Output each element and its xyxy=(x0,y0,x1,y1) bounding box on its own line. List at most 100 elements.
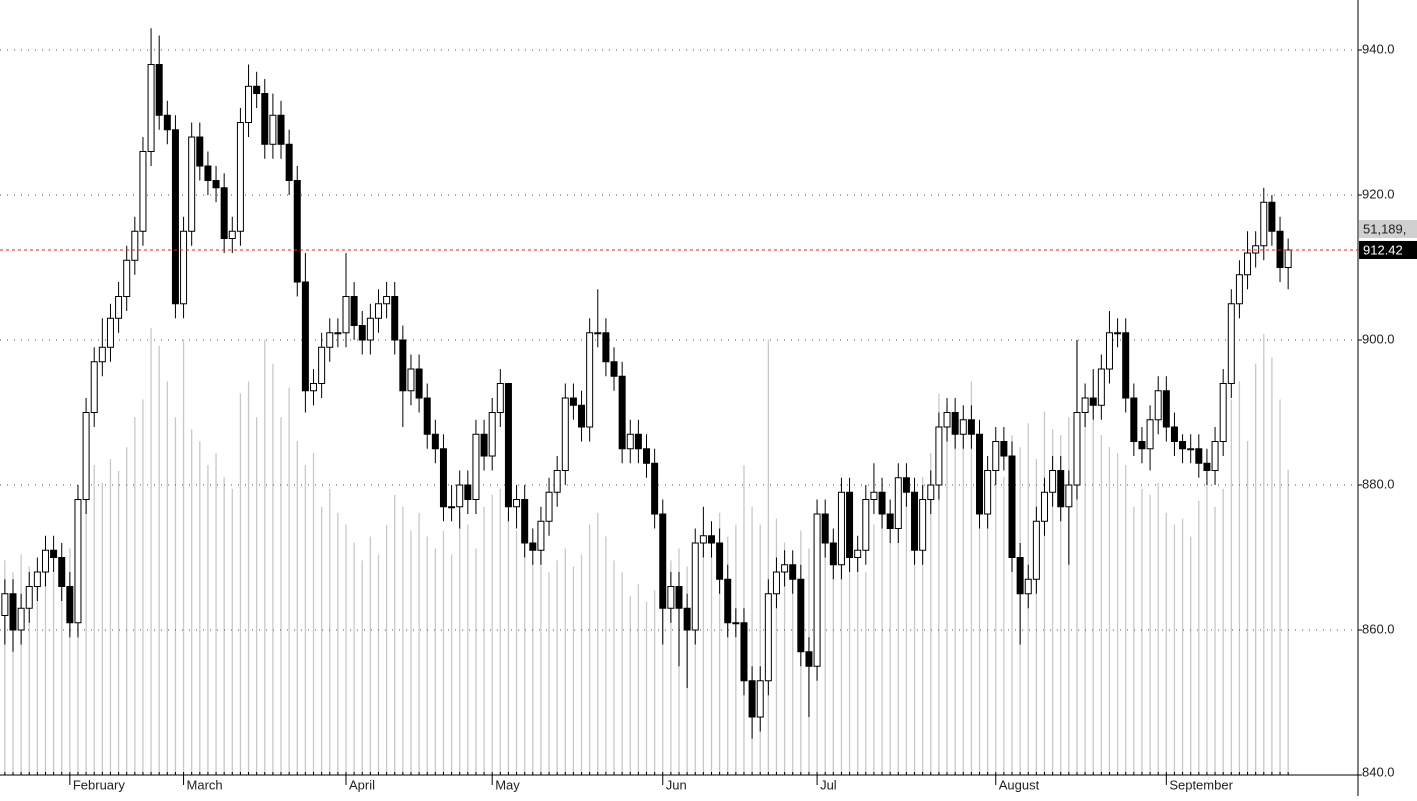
candle-body xyxy=(756,680,764,718)
candle-body xyxy=(1187,448,1195,451)
candle-body xyxy=(740,622,748,682)
candle-body xyxy=(301,281,309,392)
y-tick-label: 840.0 xyxy=(1362,764,1395,779)
candle-body xyxy=(992,441,1000,472)
candle-body xyxy=(772,571,780,595)
candle-body xyxy=(106,317,114,348)
candle-body xyxy=(529,542,537,551)
candle-body xyxy=(1024,578,1032,595)
x-tick-label: February xyxy=(73,777,126,792)
candle-body xyxy=(1065,484,1073,508)
candle-body xyxy=(415,368,423,399)
candle-body xyxy=(1179,441,1187,450)
candle-body xyxy=(472,433,480,501)
candle-body xyxy=(862,499,870,551)
candle-body xyxy=(789,564,797,580)
candle-body xyxy=(643,448,651,464)
candle-body xyxy=(261,93,269,145)
candle-body xyxy=(1146,419,1154,450)
last-volume-box xyxy=(1359,219,1417,238)
candle-body xyxy=(634,433,642,450)
y-tick-label: 940.0 xyxy=(1362,41,1395,56)
candle-body xyxy=(90,361,98,414)
candle-body xyxy=(1032,520,1040,580)
candle-body xyxy=(1040,491,1048,522)
candle-body xyxy=(9,593,17,631)
last-price-label: 912.42 xyxy=(1363,242,1403,257)
candle-body xyxy=(1219,383,1227,443)
candle-body xyxy=(651,462,659,515)
candle-body xyxy=(813,513,821,667)
candle-body xyxy=(594,332,602,335)
candle-body xyxy=(285,143,293,182)
candle-body xyxy=(342,296,350,334)
candle-body xyxy=(1130,397,1138,443)
candle-body xyxy=(805,651,813,667)
candle-body xyxy=(50,549,58,559)
candle-body xyxy=(1268,201,1276,232)
candle-body xyxy=(1244,252,1252,276)
candle-body xyxy=(25,586,33,609)
candle-body xyxy=(1016,557,1024,595)
candle-body xyxy=(553,470,561,493)
candle-body xyxy=(1284,249,1292,269)
candle-body xyxy=(431,433,439,450)
candle-body xyxy=(675,586,683,609)
candle-body xyxy=(1000,441,1008,457)
candle-body xyxy=(943,412,951,428)
candle-body xyxy=(334,332,342,335)
candle-body xyxy=(1154,390,1162,421)
candle-body xyxy=(1105,332,1113,370)
candle-body xyxy=(439,448,447,508)
candle-body xyxy=(902,477,910,493)
candle-body xyxy=(1260,201,1268,247)
candle-body xyxy=(618,375,626,450)
candle-body xyxy=(683,607,691,631)
candle-body xyxy=(277,114,285,145)
candle-body xyxy=(870,491,878,501)
candle-body xyxy=(764,593,772,682)
candle-body xyxy=(1,593,9,617)
candle-body xyxy=(1211,441,1219,472)
candle-body xyxy=(163,114,171,131)
candle-body xyxy=(82,412,90,501)
candle-body xyxy=(464,484,472,501)
candle-body xyxy=(545,491,553,522)
candle-body xyxy=(894,477,902,530)
candle-body xyxy=(1114,332,1122,335)
candle-body xyxy=(537,520,545,551)
candle-body xyxy=(33,571,41,588)
candle-body xyxy=(1235,274,1243,305)
candle-body xyxy=(253,85,261,95)
candle-body xyxy=(829,542,837,566)
candle-body xyxy=(326,332,334,348)
candle-body xyxy=(837,491,845,566)
candle-body xyxy=(781,564,789,573)
candle-body xyxy=(123,259,131,298)
candle-body xyxy=(707,535,715,544)
candle-body xyxy=(1276,230,1284,269)
candle-body xyxy=(115,296,123,319)
x-tick-label: March xyxy=(187,777,223,792)
candle-body xyxy=(716,542,724,580)
candle-body xyxy=(1097,368,1105,406)
candle-body xyxy=(691,542,699,631)
candle-body xyxy=(586,332,594,428)
candle-body xyxy=(236,122,244,232)
candle-body xyxy=(667,586,675,609)
candle-body xyxy=(1089,397,1097,406)
candle-body xyxy=(131,230,139,261)
candle-body xyxy=(1195,448,1203,464)
candle-body xyxy=(935,426,943,486)
y-tick-label: 860.0 xyxy=(1362,621,1395,636)
candle-body xyxy=(748,680,756,718)
candle-body xyxy=(1081,397,1089,414)
candle-body xyxy=(521,499,529,544)
x-tick-label: Jun xyxy=(666,777,687,792)
candle-body xyxy=(919,499,927,551)
candle-body xyxy=(1073,412,1081,486)
candle-body xyxy=(41,549,49,573)
y-tick-label: 900.0 xyxy=(1362,331,1395,346)
